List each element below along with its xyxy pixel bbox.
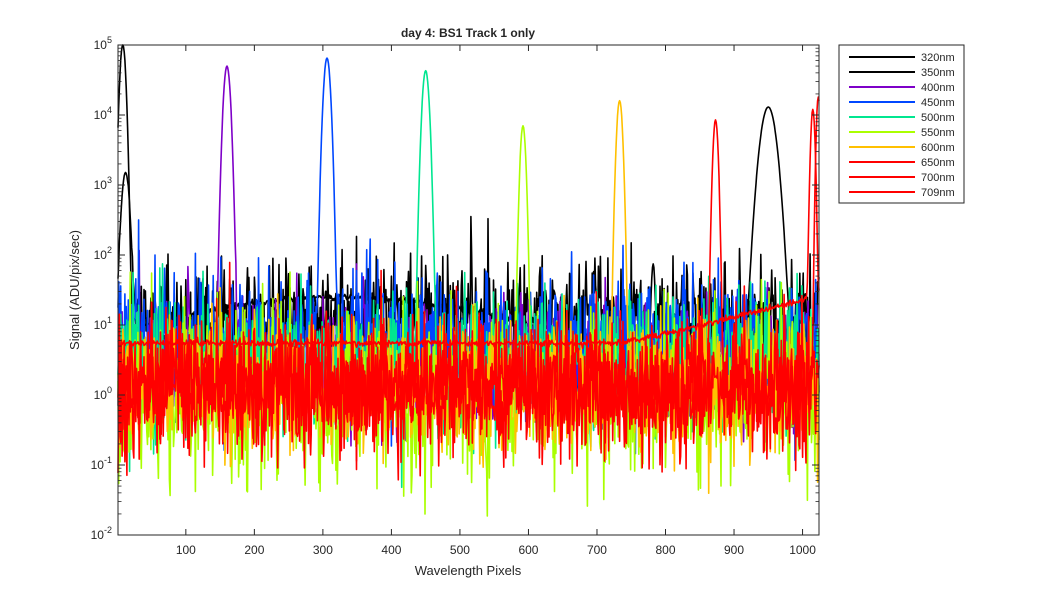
x-tick-label: 900 (724, 543, 744, 557)
x-tick-label: 600 (518, 543, 538, 557)
series-layer (117, 44, 820, 517)
legend-label-550nm: 550nm (921, 127, 955, 139)
y-axis-label: Signal (ADU/pix/sec) (67, 230, 82, 350)
series-line-650nm (117, 119, 820, 481)
y-tick-label: 102 (94, 245, 112, 262)
x-tick-label: 400 (381, 543, 401, 557)
legend-label-450nm: 450nm (921, 97, 955, 109)
legend-label-600nm: 600nm (921, 142, 955, 154)
legend-label-400nm: 400nm (921, 82, 955, 94)
x-tick-label: 500 (450, 543, 470, 557)
chart-title: day 4: BS1 Track 1 only (401, 26, 535, 40)
y-tick-label: 101 (94, 315, 112, 332)
y-tick-label: 10-2 (91, 525, 112, 542)
x-tick-label: 700 (587, 543, 607, 557)
legend-label-500nm: 500nm (921, 112, 955, 124)
legend-label-320nm: 320nm (921, 52, 955, 64)
x-tick-label: 300 (313, 543, 333, 557)
legend-label-700nm: 700nm (921, 172, 955, 184)
plot-frame (117, 44, 820, 536)
legend-label-709nm: 709nm (921, 187, 955, 199)
series-line-700nm (117, 108, 820, 350)
y-tick-label: 105 (94, 35, 112, 52)
legend-label-350nm: 350nm (921, 67, 955, 79)
y-tick-label: 104 (94, 105, 112, 122)
legend: 320nm 350nm 400nm 450nm 500nm 550nm 600nm 650nm… (838, 44, 965, 204)
x-tick-label: 1000 (789, 543, 816, 557)
x-tick-label: 200 (244, 543, 264, 557)
axes-layer: 100 200 300 400 500 600 700 800 900 1000 10-2 10-1 1… (91, 35, 819, 557)
y-tick-label: 10-1 (91, 455, 112, 472)
x-tick-label: 100 (176, 543, 196, 557)
x-tick-label: 800 (655, 543, 675, 557)
series-line-709nm (117, 96, 820, 473)
legend-label-650nm: 650nm (921, 157, 955, 169)
x-axis-label: Wavelength Pixels (415, 563, 522, 578)
y-tick-label: 100 (94, 385, 112, 402)
y-tick-label: 103 (94, 175, 112, 192)
